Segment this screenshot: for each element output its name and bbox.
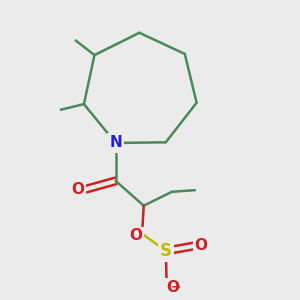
Text: O: O (167, 280, 179, 295)
Text: −: − (170, 281, 181, 294)
Text: O: O (195, 238, 208, 253)
Text: O: O (71, 182, 84, 197)
Text: O: O (130, 228, 142, 243)
Text: N: N (109, 135, 122, 150)
Text: S: S (160, 242, 172, 260)
